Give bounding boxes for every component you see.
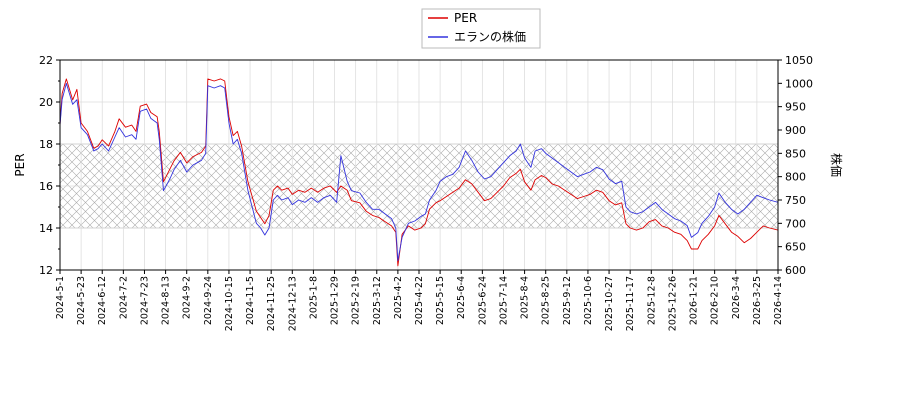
- x-tick-label: 2024-9-2: [182, 276, 193, 319]
- right-tick-label: 1050: [785, 54, 813, 67]
- legend-label-per: PER: [454, 11, 477, 25]
- x-tick-label: 2026-4-14: [773, 276, 784, 325]
- right-tick-label: 900: [785, 124, 806, 137]
- x-tick-label: 2025-10-27: [604, 276, 615, 331]
- x-tick-label: 2024-11-5: [245, 276, 256, 325]
- right-tick-label: 800: [785, 171, 806, 184]
- left-tick-label: 16: [39, 180, 53, 193]
- left-y-axis-ticks: 12 14 16 18 20 22: [39, 54, 60, 277]
- x-tick-label: 2025-6-24: [477, 276, 488, 325]
- x-tick-label: 2024-6-12: [97, 276, 108, 325]
- x-tick-label: 2024-5-23: [76, 276, 87, 325]
- x-tick-label: 2025-4-2: [393, 276, 404, 319]
- x-tick-label: 2025-10-6: [583, 276, 594, 325]
- x-tick-label: 2025-12-8: [646, 276, 657, 325]
- x-tick-label: 2025-8-4: [520, 276, 531, 319]
- right-tick-label: 1000: [785, 77, 813, 90]
- x-tick-label: 2024-7-23: [139, 276, 150, 325]
- x-tick-label: 2024-12-13: [287, 276, 298, 331]
- legend: PER エランの株価: [421, 8, 541, 49]
- x-tick-label: 2025-11-17: [625, 276, 636, 331]
- x-tick-label: 2025-4-22: [414, 276, 425, 325]
- left-tick-label: 14: [39, 222, 53, 235]
- x-tick-label: 2025-2-19: [351, 276, 362, 325]
- x-tick-label: 2025-7-14: [498, 276, 509, 325]
- right-y-axis-ticks: 600 650 700 750 800 850 900 950 1000 1050: [778, 54, 813, 277]
- x-tick-label: 2026-3-25: [752, 276, 763, 325]
- x-tick-label: 2024-9-24: [203, 276, 214, 325]
- left-tick-label: 12: [39, 264, 53, 277]
- legend-box: [421, 8, 541, 49]
- x-tick-label: 2024-5-1: [55, 276, 66, 319]
- series: [60, 78, 778, 267]
- x-tick-label: 2024-7-2: [118, 276, 129, 319]
- left-tick-label: 18: [39, 138, 53, 151]
- x-tick-label: 2026-3-4: [731, 276, 742, 319]
- right-axis-label: 株価: [829, 153, 844, 177]
- x-tick-label: 2025-9-12: [562, 276, 573, 325]
- x-tick-label: 2024-11-25: [266, 276, 277, 331]
- x-tick-label: 2025-1-29: [330, 276, 341, 325]
- left-tick-label: 22: [39, 54, 53, 67]
- series-line-per: [60, 78, 778, 267]
- x-tick-label: 2025-6-4: [456, 276, 467, 319]
- left-axis-label: PER: [13, 153, 27, 176]
- x-tick-label: 2026-2-10: [710, 276, 721, 325]
- right-tick-label: 600: [785, 264, 806, 277]
- left-tick-label: 20: [39, 96, 53, 109]
- x-tick-label: 2024-10-15: [224, 276, 235, 331]
- x-tick-label: 2025-12-26: [667, 276, 678, 331]
- x-tick-label: 2025-1-8: [308, 276, 319, 319]
- right-tick-label: 750: [785, 194, 806, 207]
- right-tick-label: 850: [785, 147, 806, 160]
- right-tick-label: 700: [785, 217, 806, 230]
- x-tick-label: 2025-5-15: [435, 276, 446, 325]
- x-tick-label: 2025-3-12: [372, 276, 383, 325]
- x-tick-label: 2025-8-25: [541, 276, 552, 325]
- right-tick-label: 650: [785, 241, 806, 254]
- right-tick-label: 950: [785, 101, 806, 114]
- x-tick-label: 2024-8-13: [161, 276, 172, 325]
- legend-label-stock-price: エランの株価: [454, 29, 526, 44]
- x-tick-label: 2026-1-21: [689, 276, 700, 325]
- x-axis-ticks: 2024-5-1 2024-5-23 2024-6-12 2024-7-2 2024-7…: [55, 270, 784, 331]
- series-line-stock-price: [60, 82, 778, 262]
